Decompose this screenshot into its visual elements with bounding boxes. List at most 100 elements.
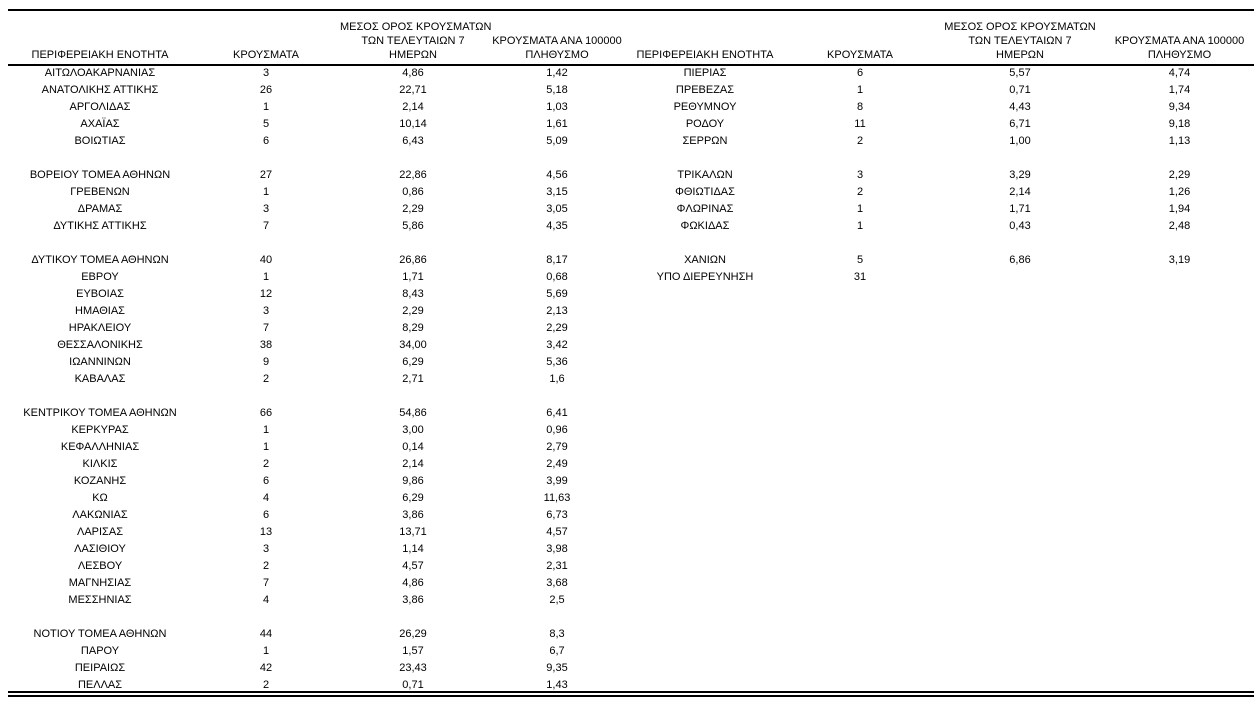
region-name-cell: ΚΕΦΑΛΛΗΝΙΑΣ xyxy=(60,441,140,453)
per100k-value-cell: 2,31 xyxy=(546,560,568,572)
region-name-cell: ΚΙΛΚΙΣ xyxy=(82,458,118,470)
avg7-value-cell: 6,86 xyxy=(1009,254,1031,266)
per100k-value-cell: 9,18 xyxy=(1168,118,1191,130)
table-row: ΘΕΣΣΑΛΟΝΙΚΗΣ 38 34,00 3,42 xyxy=(8,337,628,354)
col-header-avg7-line1: ΜΕΣΟΣ ΟΡΟΣ ΚΡΟΥΣΜΑΤΩΝ xyxy=(944,21,1096,33)
region-name-cell: ΙΩΑΝΝΙΝΩΝ xyxy=(69,356,131,368)
col-header-avg7-line2: ΤΩΝ ΤΕΛΕΥΤΑΙΩΝ 7 xyxy=(968,35,1072,47)
region-name-cell: ΦΩΚΙΔΑΣ xyxy=(680,220,730,232)
col-header-avg7: ΜΕΣΟΣ ΟΡΟΣ ΚΡΟΥΣΜΑΤΩΝ ΤΩΝ ΤΕΛΕΥΤΑΙΩΝ 7 Η… xyxy=(939,12,1101,65)
per100k-value-cell xyxy=(1101,235,1258,252)
per100k-value-cell: 6,73 xyxy=(546,509,568,521)
region-name-cell: ΠΕΛΛΑΣ xyxy=(77,679,123,691)
region-name-cell: ΚΕΝΤΡΙΚΟΥ ΤΟΜΕΑ ΑΘΗΝΩΝ xyxy=(23,407,177,419)
avg7-value-cell: 5,86 xyxy=(402,220,424,232)
table-row: ΜΕΣΣΗΝΙΑΣ 4 3,86 2,5 xyxy=(8,592,628,609)
top-rule xyxy=(8,9,1254,11)
col-header-avg7: ΜΕΣΟΣ ΟΡΟΣ ΚΡΟΥΣΜΑΤΩΝ ΤΩΝ ΤΕΛΕΥΤΑΙΩΝ 7 Η… xyxy=(340,12,491,65)
cases-value-cell: 7 xyxy=(262,322,270,334)
cases-value-cell: 6 xyxy=(262,475,270,487)
per100k-value-cell: 6,41 xyxy=(546,407,568,419)
table-body-right: ΠΙΕΡΙΑΣ 6 5,57 4,74 ΠΡΕΒΕΖΑΣ 1 0,71 1,74 ΡΕΘΥΜΝΟ… xyxy=(629,65,1258,286)
avg7-value-cell: 1,14 xyxy=(402,543,424,555)
region-name-cell: ΑΡΓΟΛΙΔΑΣ xyxy=(69,101,131,113)
per100k-value-cell: 1,94 xyxy=(1168,203,1191,215)
table-row: ΔΡΑΜΑΣ 3 2,29 3,05 xyxy=(8,201,628,218)
avg7-value-cell: 8,43 xyxy=(402,288,424,300)
cases-value-cell: 4 xyxy=(262,594,270,606)
cases-value-cell: 1 xyxy=(262,424,270,436)
region-name-cell xyxy=(8,609,192,626)
cases-table-left: ΠΕΡΙΦΕΡΕΙΑΚΗ ΕΝΟΤΗΤΑ ΚΡΟΥΣΜΑΤΑ ΜΕΣΟΣ ΟΡΟ… xyxy=(8,12,628,694)
avg7-value-cell xyxy=(939,269,1101,286)
col-header-cases-label: ΚΡΟΥΣΜΑΤΑ xyxy=(233,49,299,61)
cases-value-cell: 66 xyxy=(259,407,273,419)
table-row: ΒΟΡΕΙΟΥ ΤΟΜΕΑ ΑΘΗΝΩΝ 27 22,86 4,56 xyxy=(8,167,628,184)
col-header-per100k-line1: ΚΡΟΥΣΜΑΤΑ ΑΝΑ 100000 xyxy=(492,35,622,47)
region-name-cell xyxy=(8,150,192,167)
region-name-cell: ΗΜΑΘΙΑΣ xyxy=(75,305,125,317)
per100k-value-cell: 0,96 xyxy=(546,424,568,436)
avg7-value-cell xyxy=(340,235,486,252)
cases-value-cell: 31 xyxy=(853,271,867,283)
avg7-value-cell: 8,29 xyxy=(402,322,424,334)
table-row: ΣΕΡΡΩΝ 2 1,00 1,13 xyxy=(629,133,1258,150)
region-name-cell: ΚΕΡΚΥΡΑΣ xyxy=(71,424,129,436)
table-row: ΚΕΡΚΥΡΑΣ 1 3,00 0,96 xyxy=(8,422,628,439)
col-header-per100k: ΚΡΟΥΣΜΑΤΑ ΑΝΑ 100000 ΠΛΗΘΥΣΜΟ xyxy=(486,12,628,65)
region-name-cell: ΣΕΡΡΩΝ xyxy=(682,135,728,147)
table-header-left: ΠΕΡΙΦΕΡΕΙΑΚΗ ΕΝΟΤΗΤΑ ΚΡΟΥΣΜΑΤΑ ΜΕΣΟΣ ΟΡΟ… xyxy=(8,12,628,65)
region-name-cell: ΠΑΡΟΥ xyxy=(80,645,120,657)
per100k-value-cell: 4,74 xyxy=(1168,67,1191,79)
per100k-value-cell: 1,42 xyxy=(546,67,568,79)
col-header-cases-label: ΚΡΟΥΣΜΑΤΑ xyxy=(827,49,893,61)
cases-value-cell: 40 xyxy=(259,254,273,266)
cases-value-cell: 1 xyxy=(262,271,270,283)
cases-value-cell: 44 xyxy=(259,628,273,640)
col-header-avg7-line3: ΗΜΕΡΩΝ xyxy=(389,49,437,61)
cases-value-cell: 1 xyxy=(262,186,270,198)
region-name-cell: ΦΘΙΩΤΙΔΑΣ xyxy=(675,186,735,198)
per100k-value-cell xyxy=(486,150,628,167)
region-name-cell: ΠΡΕΒΕΖΑΣ xyxy=(675,84,735,96)
bottom-double-rule-lower xyxy=(8,695,1254,697)
cases-value-cell: 1 xyxy=(262,441,270,453)
per100k-value-cell: 11,63 xyxy=(543,492,571,504)
region-name-cell: ΝΟΤΙΟΥ ΤΟΜΕΑ ΑΘΗΝΩΝ xyxy=(33,628,167,640)
region-name-cell: ΛΑΡΙΣΑΣ xyxy=(76,526,123,538)
per100k-value-cell: 3,99 xyxy=(546,475,568,487)
per100k-value-cell: 2,48 xyxy=(1168,220,1191,232)
bottom-double-rule-upper xyxy=(8,691,1254,693)
spacer-row xyxy=(629,150,1258,167)
region-name-cell: ΚΩ xyxy=(92,492,108,504)
cases-value-cell xyxy=(781,235,939,252)
per100k-value-cell xyxy=(1101,150,1258,167)
cases-value-cell: 1 xyxy=(856,84,864,96)
avg7-value-cell: 0,71 xyxy=(1009,84,1031,96)
avg7-value-cell: 3,29 xyxy=(1009,169,1031,181)
avg7-value-cell xyxy=(340,388,486,405)
region-name-cell: ΛΑΚΩΝΙΑΣ xyxy=(72,509,128,521)
table-row: ΚΕΦΑΛΛΗΝΙΑΣ 1 0,14 2,79 xyxy=(8,439,628,456)
per100k-value-cell: 1,13 xyxy=(1168,135,1191,147)
region-name-cell: ΕΥΒΟΙΑΣ xyxy=(76,288,124,300)
avg7-value-cell: 0,71 xyxy=(402,679,424,691)
per100k-value-cell: 3,19 xyxy=(1168,254,1191,266)
region-name-cell: ΠΙΕΡΙΑΣ xyxy=(683,67,727,79)
table-header-right: ΠΕΡΙΦΕΡΕΙΑΚΗ ΕΝΟΤΗΤΑ ΚΡΟΥΣΜΑΤΑ ΜΕΣΟΣ ΟΡΟ… xyxy=(629,12,1258,65)
table-row: ΠΙΕΡΙΑΣ 6 5,57 4,74 xyxy=(629,65,1258,82)
avg7-value-cell: 1,71 xyxy=(1009,203,1031,215)
avg7-value-cell: 0,86 xyxy=(402,186,424,198)
region-name-cell xyxy=(629,235,781,252)
table-row: ΦΘΙΩΤΙΔΑΣ 2 2,14 1,26 xyxy=(629,184,1258,201)
header-row: ΠΕΡΙΦΕΡΕΙΑΚΗ ΕΝΟΤΗΤΑ ΚΡΟΥΣΜΑΤΑ ΜΕΣΟΣ ΟΡΟ… xyxy=(8,12,628,65)
region-name-cell: ΠΕΙΡΑΙΩΣ xyxy=(74,662,126,674)
col-header-avg7-line3: ΗΜΕΡΩΝ xyxy=(996,49,1044,61)
table-row: ΚΑΒΑΛΑΣ 2 2,71 1,6 xyxy=(8,371,628,388)
region-name-cell: ΡΟΔΟΥ xyxy=(685,118,725,130)
cases-value-cell: 8 xyxy=(856,101,864,113)
per100k-value-cell: 1,74 xyxy=(1168,84,1191,96)
avg7-value-cell: 1,00 xyxy=(1009,135,1031,147)
col-header-cases: ΚΡΟΥΣΜΑΤΑ xyxy=(192,12,340,65)
